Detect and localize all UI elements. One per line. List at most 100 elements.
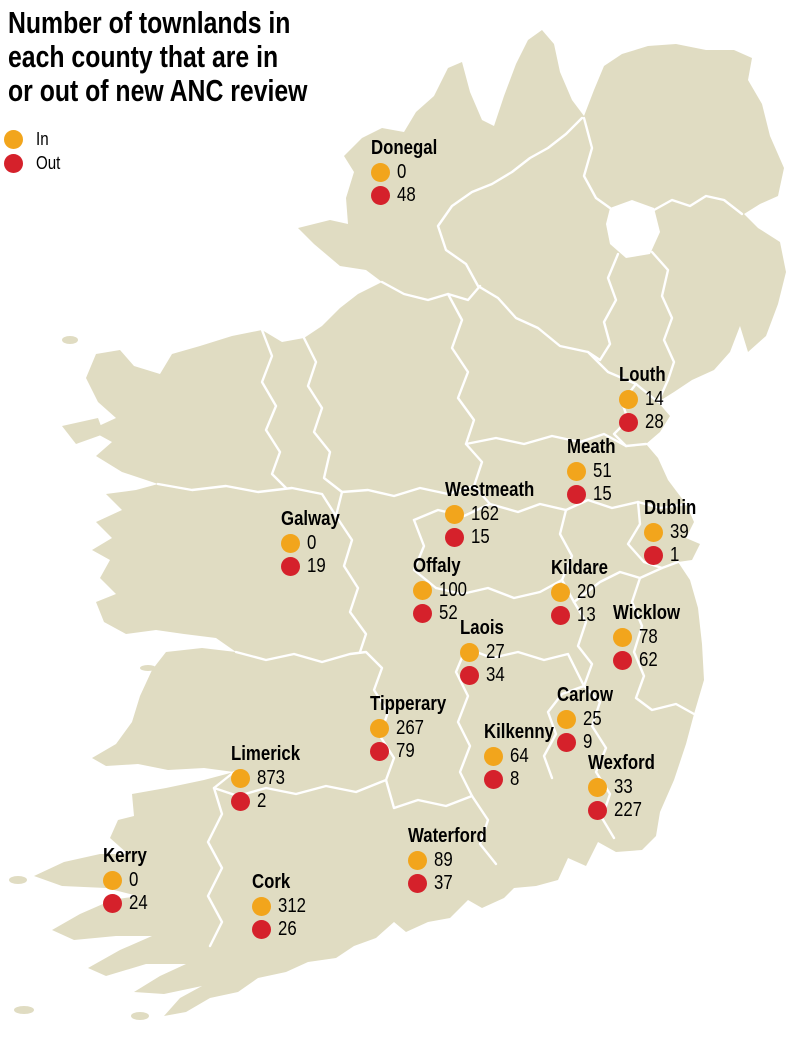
in-dot-icon xyxy=(619,390,638,409)
county-label: Donegal xyxy=(371,137,438,159)
county-label: Wicklow xyxy=(613,602,681,624)
county-label: Kildare xyxy=(551,557,608,579)
county-in-row: 89 xyxy=(408,849,502,872)
out-dot-icon xyxy=(588,801,607,820)
out-dot-icon xyxy=(408,874,427,893)
in-dot-icon xyxy=(644,523,663,542)
county-out-value: 9 xyxy=(583,731,593,753)
county-label: Meath xyxy=(567,436,616,458)
lough-neagh xyxy=(606,200,660,258)
county-out-value: 26 xyxy=(278,918,297,940)
county-out-row: 79 xyxy=(370,740,461,763)
county-label: Louth xyxy=(619,364,666,386)
county-out-value: 52 xyxy=(439,602,458,624)
county-marker-meath: Meath 51 15 xyxy=(567,436,625,506)
county-in-value: 267 xyxy=(396,717,425,739)
legend: In Out xyxy=(4,127,65,175)
county-marker-westmeath: Westmeath 162 15 xyxy=(445,480,551,549)
county-label: Kilkenny xyxy=(484,721,555,743)
county-out-value: 15 xyxy=(593,483,612,505)
county-in-value: 312 xyxy=(278,895,307,917)
county-marker-galway: Galway 0 19 xyxy=(281,509,351,578)
county-out-value: 79 xyxy=(396,740,415,762)
out-dot-icon xyxy=(103,894,122,913)
county-marker-tipperary: Tipperary 267 79 xyxy=(370,694,461,763)
in-dot-icon xyxy=(371,163,390,182)
in-dot-icon xyxy=(460,643,479,662)
county-in-value: 33 xyxy=(614,776,633,798)
county-marker-louth: Louth 14 28 xyxy=(619,364,675,434)
county-out-row: 28 xyxy=(619,411,675,434)
county-out-row: 15 xyxy=(445,526,551,549)
county-out-value: 8 xyxy=(510,768,520,790)
in-dot-icon xyxy=(567,462,586,481)
title-line-1: Number of townlands in xyxy=(8,5,291,40)
county-out-row: 8 xyxy=(484,768,567,791)
county-in-value: 100 xyxy=(439,579,468,601)
county-out-value: 24 xyxy=(129,892,148,914)
county-marker-waterford: Waterford 89 37 xyxy=(408,826,502,895)
county-in-value: 25 xyxy=(583,708,602,730)
in-dot-icon xyxy=(557,710,576,729)
in-dot-icon xyxy=(613,628,632,647)
county-out-value: 1 xyxy=(670,544,680,566)
county-out-row: 19 xyxy=(281,555,351,578)
islands xyxy=(9,336,172,1020)
county-out-value: 227 xyxy=(614,799,643,821)
county-in-row: 25 xyxy=(557,708,624,731)
county-in-value: 14 xyxy=(645,388,664,410)
in-dot-icon xyxy=(103,871,122,890)
county-in-row: 162 xyxy=(445,503,551,526)
county-out-row: 9 xyxy=(557,731,624,754)
out-dot-icon xyxy=(252,920,271,939)
out-dot-icon xyxy=(613,651,632,670)
county-in-value: 20 xyxy=(577,581,596,603)
county-out-row: 34 xyxy=(460,664,512,687)
legend-out-label: Out xyxy=(36,152,61,173)
county-marker-dublin: Dublin 39 1 xyxy=(644,498,706,567)
county-label: Cork xyxy=(252,871,291,893)
in-dot-icon xyxy=(551,583,570,602)
county-out-row: 48 xyxy=(371,184,450,207)
in-dot-icon xyxy=(484,747,503,766)
county-in-value: 64 xyxy=(510,745,529,767)
county-out-value: 2 xyxy=(257,790,267,812)
county-out-row: 24 xyxy=(103,892,155,915)
title-line-3: or out of new ANC review xyxy=(8,73,308,108)
county-label: Laois xyxy=(460,617,504,639)
out-dot-icon xyxy=(557,733,576,752)
county-label: Limerick xyxy=(231,743,301,765)
county-marker-kerry: Kerry 0 24 xyxy=(103,846,155,915)
county-label: Offaly xyxy=(413,555,461,577)
in-dot-icon xyxy=(408,851,427,870)
legend-in-label: In xyxy=(36,128,49,149)
county-in-row: 51 xyxy=(567,460,625,483)
county-out-row: 1 xyxy=(644,544,706,567)
county-in-value: 162 xyxy=(471,503,500,525)
county-out-value: 62 xyxy=(639,649,658,671)
out-dot-icon xyxy=(4,153,23,173)
county-in-row: 100 xyxy=(413,579,472,602)
county-in-row: 33 xyxy=(588,776,668,799)
title-line-2: each county that are in xyxy=(8,39,279,74)
county-in-value: 27 xyxy=(486,641,505,663)
county-in-row: 873 xyxy=(231,767,313,790)
in-dot-icon xyxy=(370,719,389,738)
county-marker-kilkenny: Kilkenny 64 8 xyxy=(484,721,567,791)
county-in-row: 20 xyxy=(551,581,619,604)
county-in-row: 312 xyxy=(252,895,311,918)
county-out-row: 52 xyxy=(413,602,472,625)
county-out-row: 26 xyxy=(252,918,311,941)
county-in-value: 51 xyxy=(593,460,612,482)
county-label: Wexford xyxy=(588,752,655,774)
out-dot-icon xyxy=(460,666,479,685)
county-out-row: 2 xyxy=(231,790,313,813)
county-borders xyxy=(156,116,744,948)
in-dot-icon xyxy=(231,769,250,788)
county-marker-wexford: Wexford 33 227 xyxy=(588,752,668,822)
county-marker-donegal: Donegal 0 48 xyxy=(371,137,450,207)
county-out-value: 28 xyxy=(645,411,664,433)
county-in-value: 873 xyxy=(257,767,286,789)
in-dot-icon xyxy=(252,897,271,916)
out-dot-icon xyxy=(370,742,389,761)
